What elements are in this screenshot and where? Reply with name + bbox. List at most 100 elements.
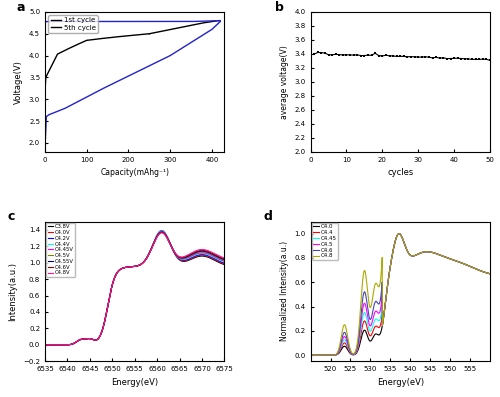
C4.8 [396, 231, 402, 236]
Line: C4.5V: C4.5V [45, 232, 224, 345]
C4.45V [178, 256, 184, 261]
C4.0 [422, 249, 428, 254]
C4.0 [412, 253, 418, 258]
Y-axis label: Intensity(a.u.): Intensity(a.u.) [8, 262, 18, 321]
C4.45 [444, 255, 450, 260]
C3.8V [159, 230, 165, 235]
C4.8V [156, 232, 162, 237]
C4.2V [156, 229, 162, 234]
Text: a: a [16, 0, 25, 13]
Line: C4.8V: C4.8V [45, 233, 224, 345]
C4.45V [42, 343, 48, 347]
C4.45V [196, 251, 202, 255]
C4.5V [159, 229, 165, 234]
Line: C4.4V: C4.4V [45, 231, 224, 345]
C4.45V [53, 343, 59, 347]
C4.4V [159, 229, 165, 233]
C4.2V [196, 252, 202, 257]
C4.8V [196, 247, 202, 252]
C4.5V [42, 343, 48, 347]
C4.2V [222, 260, 228, 265]
C4.6 [444, 255, 450, 260]
C4.6 [487, 272, 493, 276]
C4.0 [416, 251, 422, 256]
C4.4 [462, 262, 468, 267]
C4.8 [318, 353, 324, 358]
C4.5V [222, 258, 228, 263]
C4.5 [412, 253, 418, 258]
C4.8 [422, 249, 428, 254]
C4.0V [196, 253, 202, 258]
C4.2V [159, 228, 165, 233]
C4.6V [222, 256, 228, 261]
Text: b: b [274, 0, 283, 13]
Line: C4.6: C4.6 [310, 234, 490, 355]
Y-axis label: average voltage(V): average voltage(V) [280, 45, 289, 119]
X-axis label: Energy(eV): Energy(eV) [376, 378, 424, 387]
C4.5 [396, 231, 402, 236]
C4.8 [416, 251, 422, 256]
C4.8 [412, 253, 418, 258]
C4.8V [42, 343, 48, 347]
C4.4 [308, 353, 314, 358]
C4.6V [196, 248, 202, 253]
C4.6 [396, 231, 402, 236]
C4.0V [151, 240, 157, 245]
C4.5 [444, 255, 450, 260]
C4.6V [159, 230, 165, 235]
C3.8V [53, 343, 59, 347]
C4.2V [53, 343, 59, 347]
C4.55V [222, 257, 228, 262]
C4.8V [151, 241, 157, 246]
C4.45V [151, 240, 157, 245]
Line: C4.4: C4.4 [310, 234, 490, 355]
C4.6 [412, 253, 418, 258]
Line: C4.45V: C4.45V [45, 231, 224, 345]
C4.0V [159, 229, 165, 234]
Y-axis label: Voltage(V): Voltage(V) [14, 60, 24, 104]
X-axis label: cycles: cycles [387, 168, 413, 177]
C4.55V [178, 256, 184, 260]
Y-axis label: Normalized Intensity(a.u.): Normalized Intensity(a.u.) [280, 241, 289, 341]
C4.8 [462, 262, 468, 267]
C4.45V [222, 259, 228, 264]
C4.8 [487, 272, 493, 276]
C4.6V [151, 241, 157, 245]
C4.4V [146, 251, 152, 255]
C3.8V [146, 251, 152, 256]
C4.6V [53, 343, 59, 347]
C4.0 [396, 231, 402, 236]
C4.6 [462, 262, 468, 267]
C4.6V [178, 255, 184, 260]
C4.0V [53, 343, 59, 347]
C4.5V [196, 250, 202, 254]
X-axis label: Capacity(mAhg⁻¹): Capacity(mAhg⁻¹) [100, 168, 169, 177]
C4.4V [156, 230, 162, 235]
C4.5 [308, 353, 314, 358]
C3.8V [196, 254, 202, 258]
C4.5 [416, 251, 422, 256]
C4.0 [444, 255, 450, 260]
Legend: C3.8V, C4.0V, C4.2V, C4.4V, C4.45V, C4.5V, C4.55V, C4.6V, C4.8V: C3.8V, C4.0V, C4.2V, C4.4V, C4.45V, C4.5… [46, 223, 75, 277]
C4.4 [416, 251, 422, 256]
C3.8V [156, 231, 162, 236]
C4.0 [487, 272, 493, 276]
C3.8V [151, 241, 157, 245]
Text: d: d [264, 210, 273, 223]
C4.45V [159, 229, 165, 234]
C4.0V [146, 251, 152, 256]
C4.55V [156, 231, 162, 236]
Line: C4.55V: C4.55V [45, 232, 224, 345]
C4.0V [178, 258, 184, 263]
C4.45V [146, 251, 152, 256]
C4.55V [159, 230, 165, 235]
C4.5 [462, 262, 468, 267]
Line: C4.2V: C4.2V [45, 231, 224, 345]
C4.5V [156, 231, 162, 235]
C4.6V [42, 343, 48, 347]
Line: C3.8V: C3.8V [45, 232, 224, 345]
X-axis label: Energy(eV): Energy(eV) [111, 378, 158, 387]
C4.4 [487, 272, 493, 276]
C4.8 [308, 353, 314, 358]
C4.6 [318, 353, 324, 358]
